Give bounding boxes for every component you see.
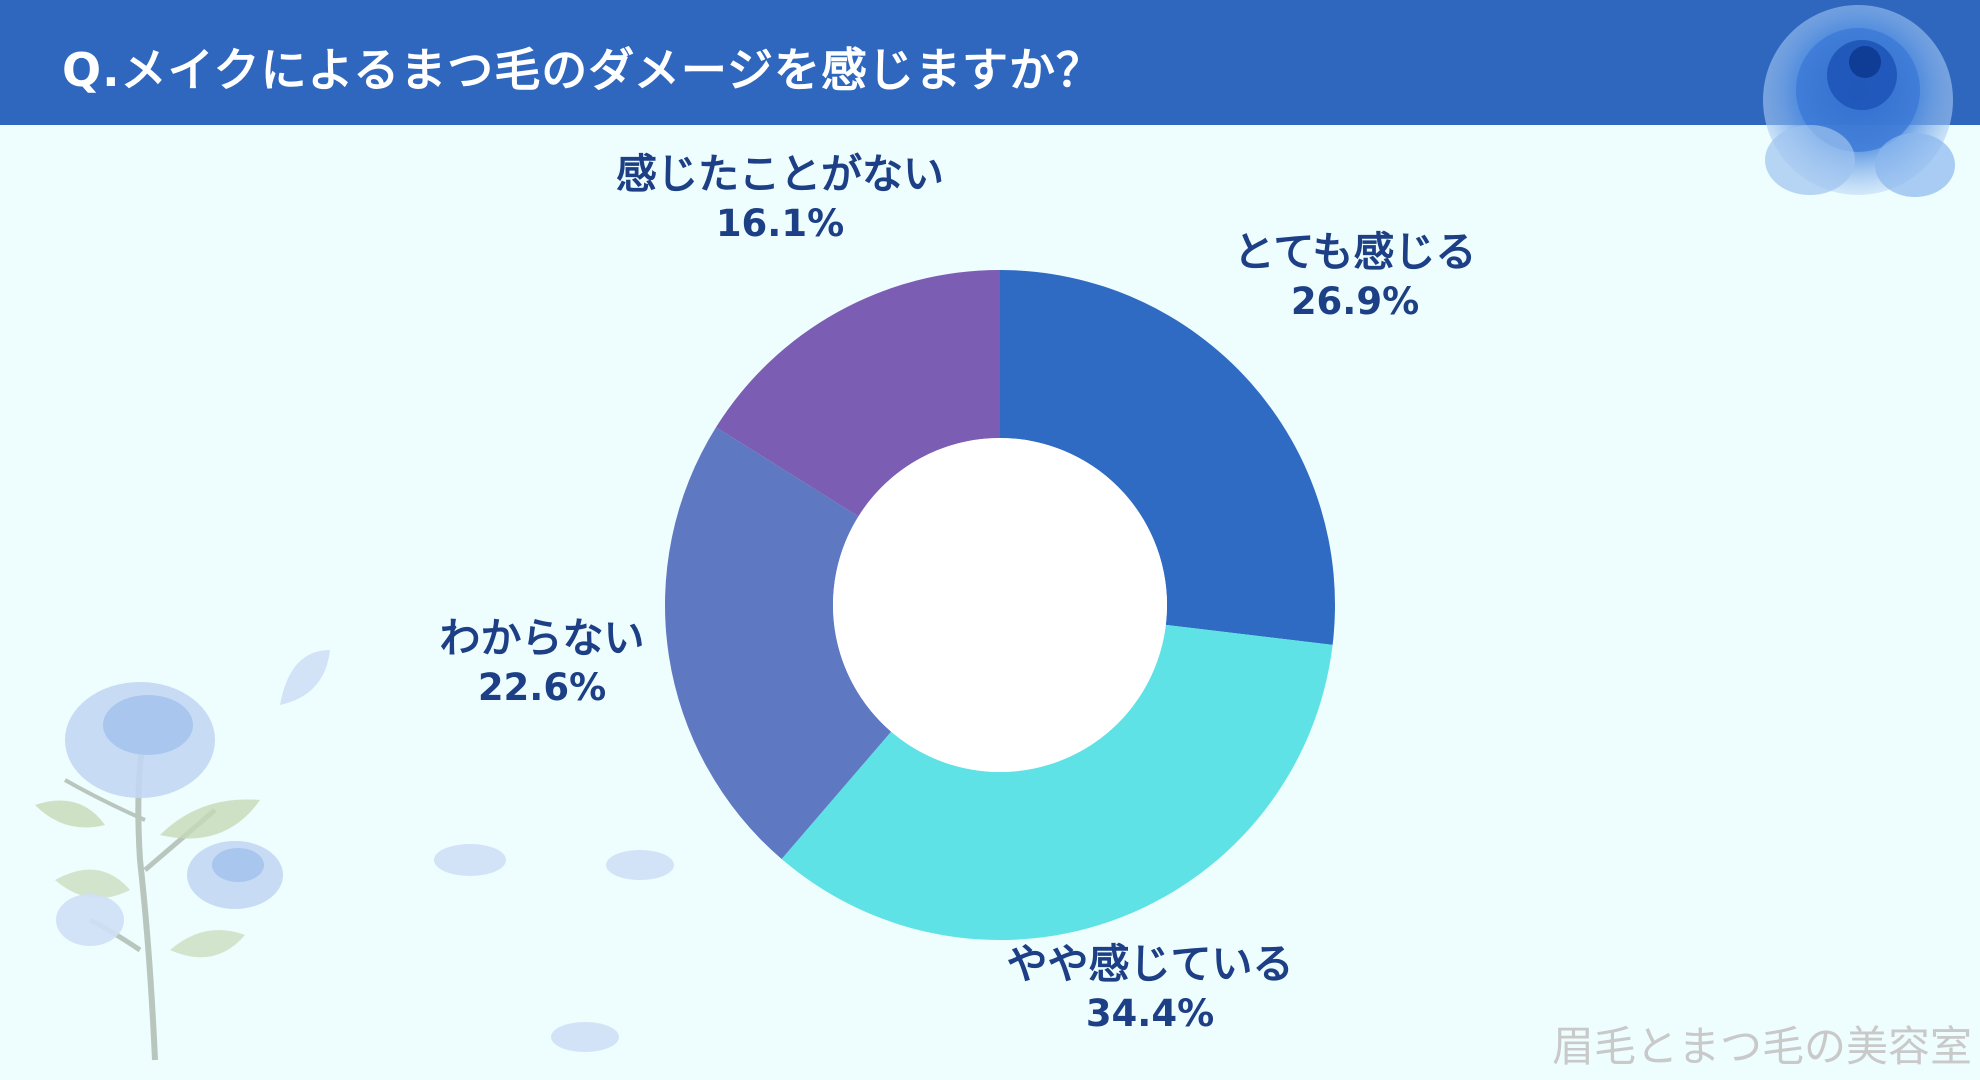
petal-decoration bbox=[280, 650, 330, 705]
watermark-text: 眉毛とまつ毛の美容室 bbox=[1551, 1022, 1972, 1071]
chart-title: Q.メイクによるまつ毛のダメージを感じますか？ bbox=[62, 43, 1103, 97]
slice-label-wakaranai: わからない 22.6% bbox=[402, 612, 682, 712]
donut-hole bbox=[833, 438, 1167, 772]
slice-label-name: とても感じる bbox=[1233, 228, 1477, 276]
petal-decoration bbox=[434, 844, 506, 876]
slice-label-name: やや感じている bbox=[1006, 940, 1294, 988]
slice-label-name: 感じたことがない bbox=[616, 150, 944, 198]
slice-label-yaya: やや感じている 34.4% bbox=[970, 938, 1330, 1038]
flower-branch-decoration bbox=[35, 682, 283, 1061]
slice-label-name: わからない bbox=[439, 614, 645, 662]
slice-label-value: 26.9% bbox=[1290, 280, 1420, 324]
donut-slice-1 bbox=[1000, 270, 1335, 645]
donut-slice-2 bbox=[781, 624, 1333, 941]
slice-label-totemo: とても感じる 26.9% bbox=[1195, 226, 1515, 326]
petal-decoration bbox=[606, 850, 674, 880]
title-bar: Q.メイクによるまつ毛のダメージを感じますか？ bbox=[0, 0, 1980, 125]
slice-label-value: 22.6% bbox=[477, 666, 607, 710]
blue-rose-decoration bbox=[1763, 5, 1955, 197]
donut-slice-4 bbox=[716, 270, 1000, 517]
slice-label-value: 34.4% bbox=[1085, 992, 1215, 1036]
slice-label-kanjita-koto-ga-nai: 感じたことがない 16.1% bbox=[590, 148, 970, 248]
slice-label-value: 16.1% bbox=[715, 202, 845, 246]
petal-decoration bbox=[551, 1022, 619, 1052]
donut-slice-3 bbox=[664, 427, 892, 860]
